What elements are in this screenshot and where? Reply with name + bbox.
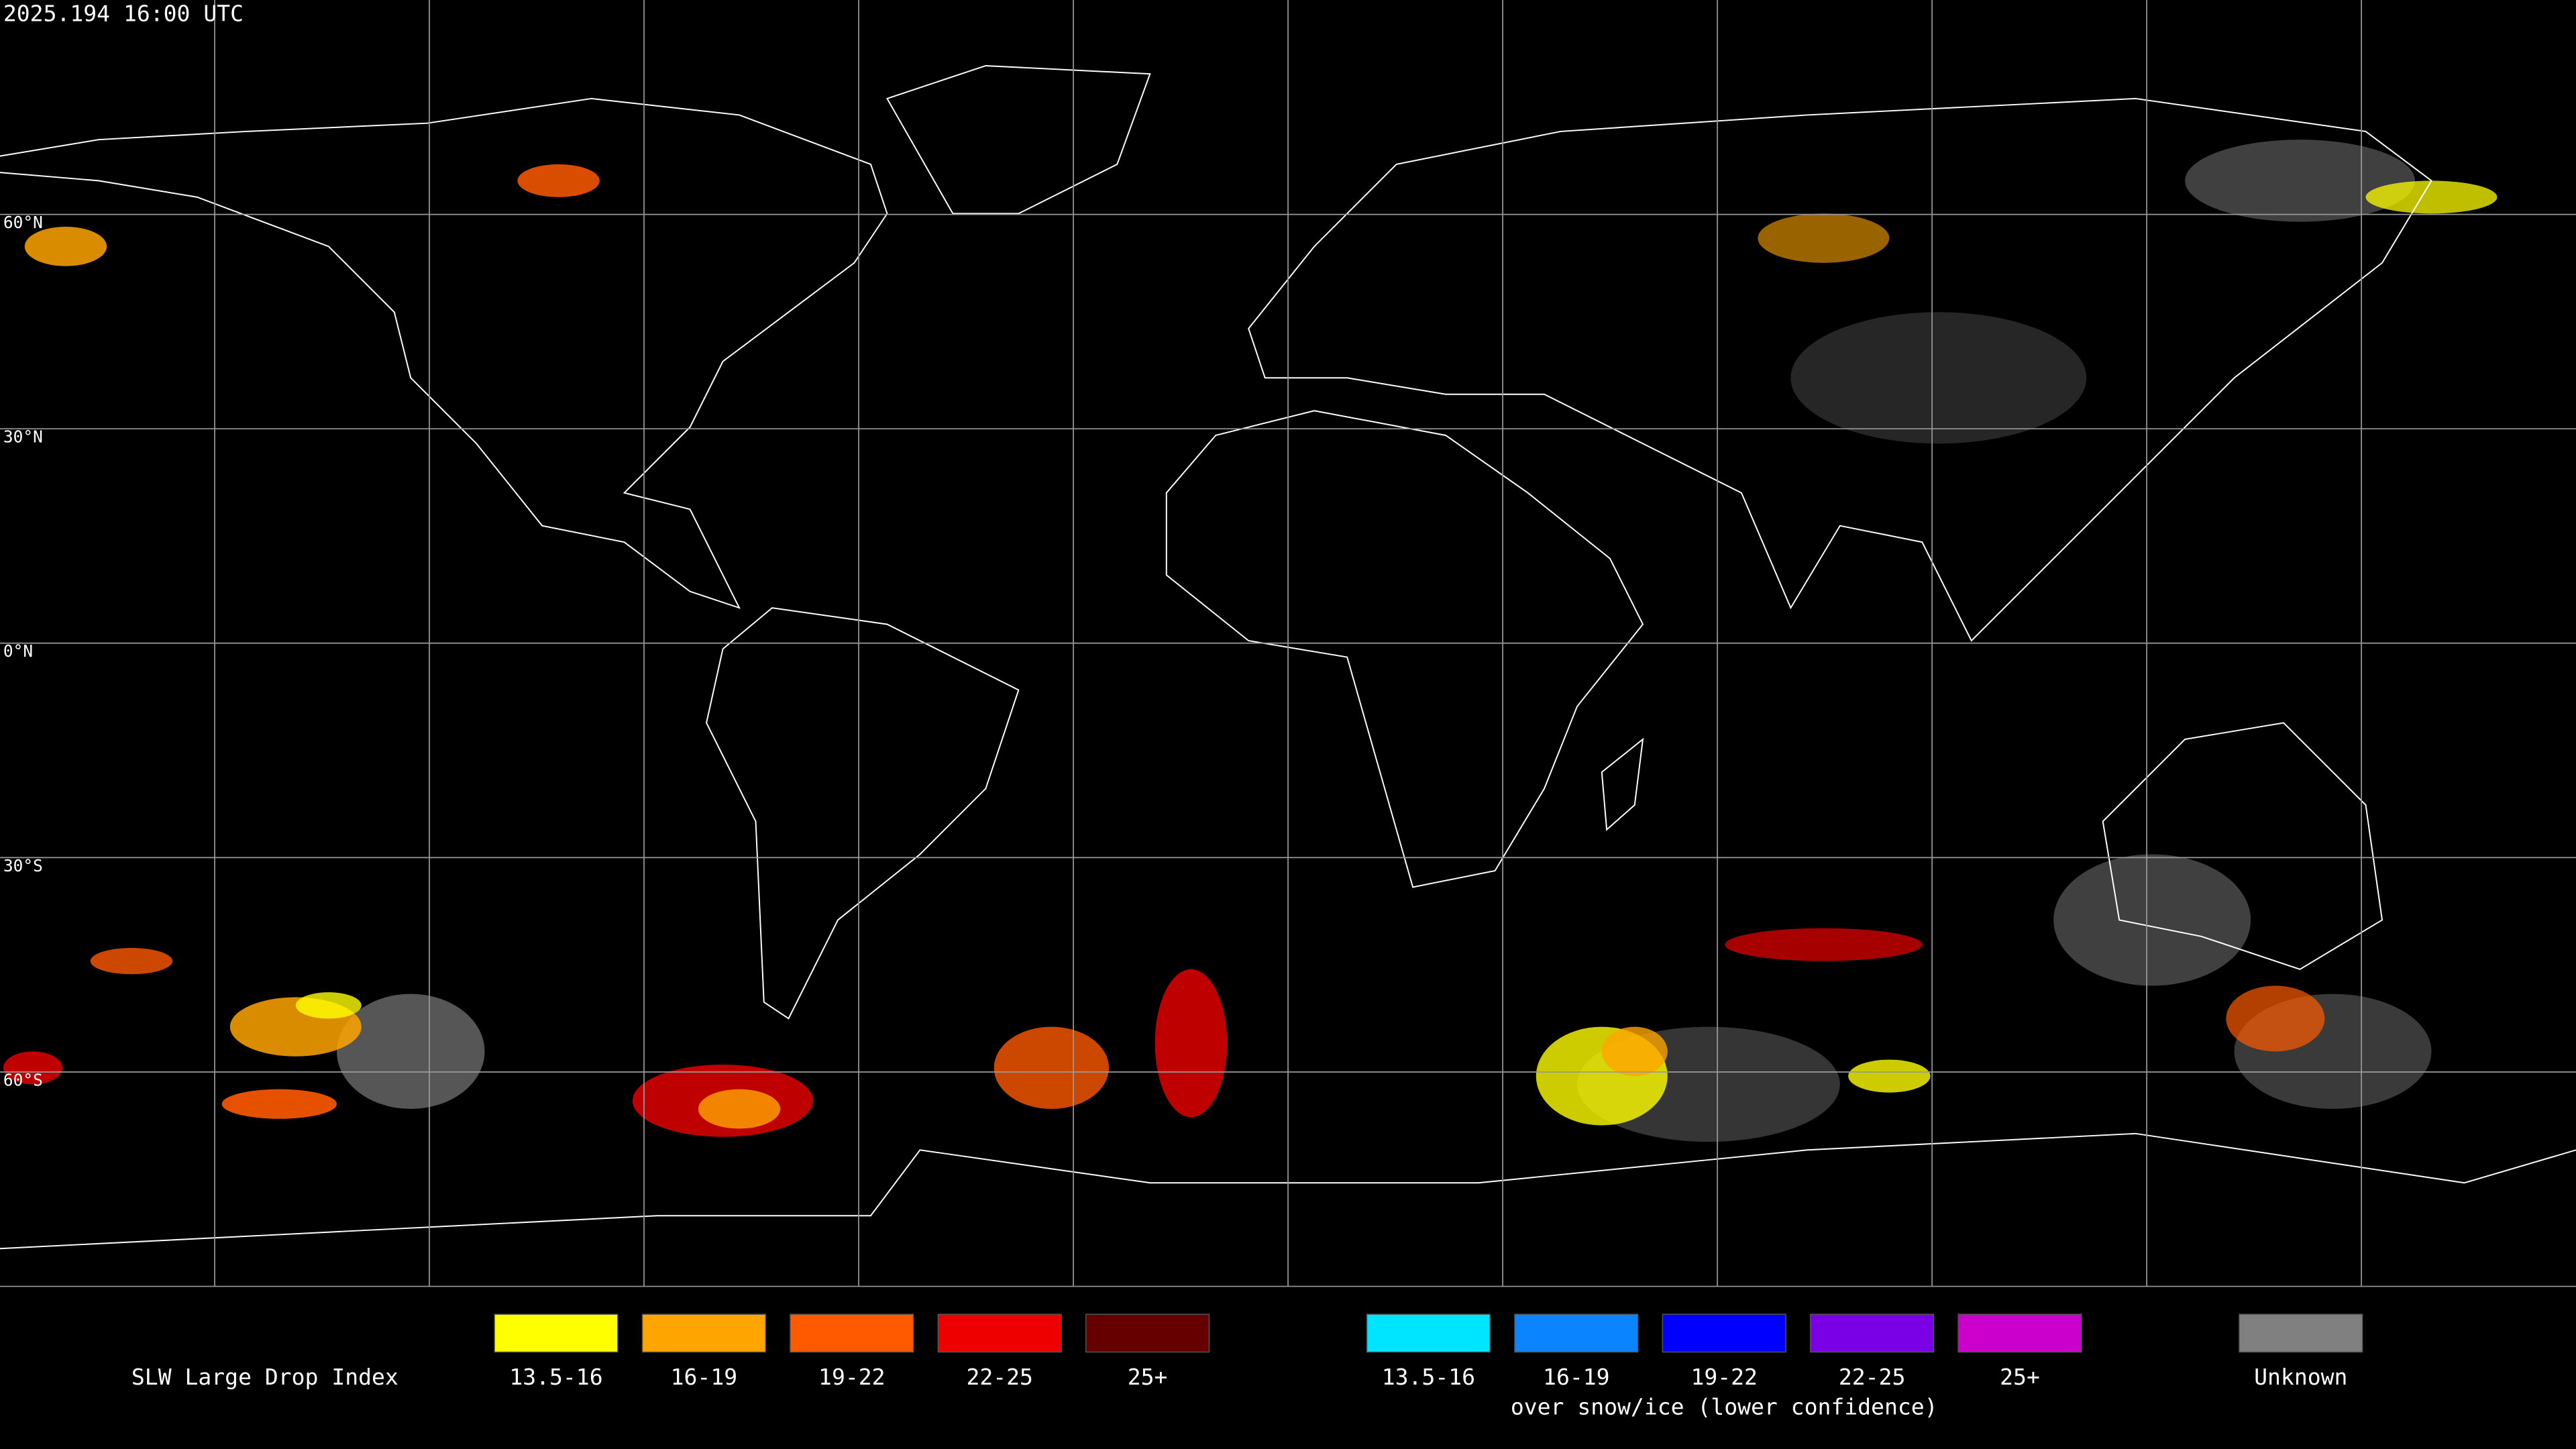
legend-label: 19-22 <box>818 1364 885 1390</box>
legend-swatch <box>1085 1313 1210 1353</box>
legend-swatch <box>2239 1313 2363 1353</box>
legend-swatch <box>1810 1313 1935 1353</box>
legend-label: 25+ <box>1128 1364 1168 1390</box>
coastlines <box>0 64 2576 1250</box>
latitude-label: 30°N <box>3 427 43 447</box>
latitude-label: 30°S <box>3 856 43 875</box>
latitude-label: 0°N <box>3 641 33 661</box>
latitude-label: 60°S <box>3 1070 43 1089</box>
legend-swatch <box>1957 1313 2082 1353</box>
latitude-label: 60°N <box>3 213 43 232</box>
legend-label: 13.5-16 <box>509 1364 602 1390</box>
legend-swatch <box>937 1313 1062 1353</box>
legend-label: 13.5-16 <box>1382 1364 1475 1390</box>
legend-label: Unknown <box>2254 1364 2347 1390</box>
legend-swatch <box>641 1313 766 1353</box>
legend-caption: over snow/ice (lower confidence) <box>1511 1393 1938 1419</box>
legend-swatch <box>494 1313 619 1353</box>
legend-label: 19-22 <box>1690 1364 1757 1390</box>
legend-swatch <box>1662 1313 1786 1353</box>
legend-swatch <box>1514 1313 1639 1353</box>
graticule <box>0 0 2576 1287</box>
cloud-field <box>3 140 2498 1142</box>
legend-swatch <box>790 1313 914 1353</box>
legend-label: 22-25 <box>1839 1364 1905 1390</box>
legend-title: SLW Large Drop Index <box>131 1364 398 1390</box>
timestamp: 2025.194 16:00 UTC <box>3 1 244 27</box>
legend-label: 25+ <box>2000 1364 2040 1390</box>
legend-label: 16-19 <box>671 1364 737 1390</box>
legend-swatch <box>1366 1313 1491 1353</box>
legend-label: 22-25 <box>966 1364 1032 1390</box>
legend-label: 16-19 <box>1543 1364 1609 1390</box>
